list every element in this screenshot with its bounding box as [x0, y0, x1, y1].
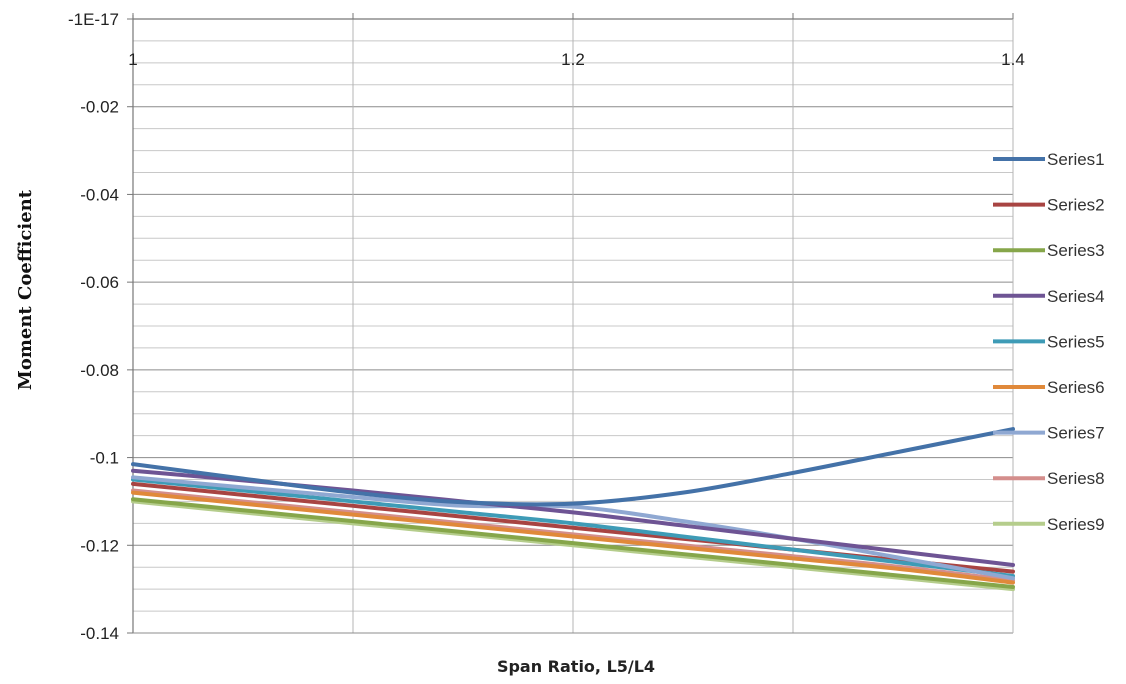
y-tick-label: -0.02: [80, 98, 119, 117]
y-axis-title: Moment Coefficient: [15, 189, 36, 390]
x-tick-label: 1.2: [561, 50, 585, 69]
y-axis-tick-labels: -1E-17 -0.02 -0.04 -0.06 -0.08 -0.1 -0.12 -0.14: [68, 10, 119, 643]
series-line-series7: [131, 475, 1015, 581]
x-axis-tick-labels: 1 1.2 1.4: [128, 50, 1025, 69]
legend-label: Series3: [1047, 241, 1105, 260]
x-tick-label: 1: [128, 50, 137, 69]
legend-label: Series6: [1047, 378, 1105, 397]
y-tick-label: -0.08: [80, 361, 119, 380]
y-tick-label: -0.04: [80, 185, 119, 204]
series-line-series5: [131, 477, 1015, 578]
y-tick-label: -1E-17: [68, 10, 119, 29]
legend: Series1 Series2 Series3 Series4 Series5 Serie…: [993, 150, 1105, 534]
series-line-series3: [131, 497, 1015, 589]
series-line-series9: [131, 499, 1015, 592]
x-axis-title: Span Ratio, L5/L4: [497, 657, 655, 676]
series-lines: [131, 427, 1015, 592]
y-tick-label: -0.06: [80, 273, 119, 292]
series-line-series1: [131, 427, 1015, 507]
legend-label: Series1: [1047, 150, 1105, 169]
x-tick-label: 1.4: [1001, 50, 1025, 69]
legend-label: Series8: [1047, 469, 1105, 488]
y-tick-label: -0.1: [90, 449, 119, 468]
series-line-series8: [131, 488, 1015, 583]
y-tick-label: -0.14: [80, 624, 119, 643]
plot-area: [127, 13, 1014, 634]
legend-label: Series2: [1047, 196, 1105, 215]
y-tick-label: -0.12: [80, 536, 119, 555]
legend-label: Series4: [1047, 287, 1105, 306]
legend-label: Series5: [1047, 332, 1105, 351]
series-line-series6: [131, 490, 1015, 585]
grid-lines: [132, 18, 1014, 634]
legend-label: Series7: [1047, 424, 1105, 443]
legend-label: Series9: [1047, 515, 1105, 534]
